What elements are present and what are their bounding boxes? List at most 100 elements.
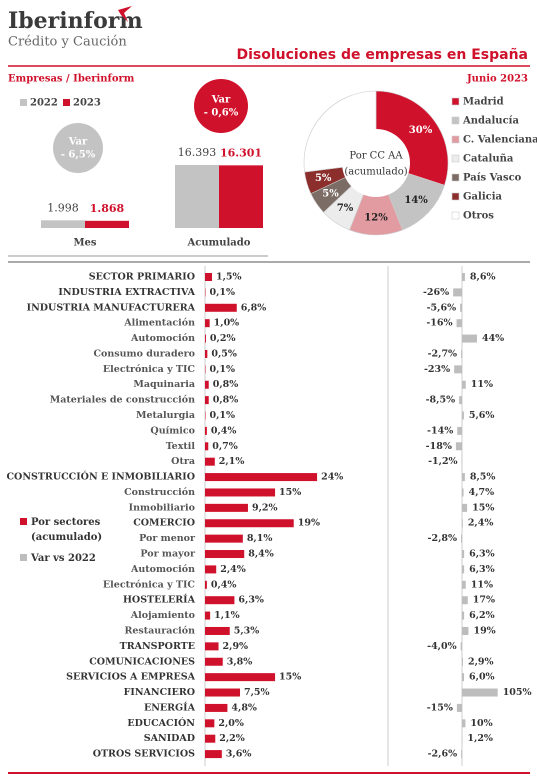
date: Junio 2023: [466, 74, 528, 85]
bar: [205, 457, 215, 466]
var-label: -5,6%: [427, 302, 457, 313]
category-label: Por menor: [139, 533, 196, 544]
var-bar: [456, 703, 462, 712]
var-bar: [462, 688, 498, 697]
bar: [205, 519, 294, 528]
bar: [205, 426, 207, 435]
var-label: 6,3%: [469, 549, 495, 560]
var-label: 11%: [471, 379, 493, 390]
value-label: 1,0%: [214, 318, 240, 329]
var-bar: [462, 488, 464, 497]
category-label: Otra: [171, 456, 195, 467]
source: Empresas / Iberinform: [8, 74, 135, 85]
bar: [205, 642, 219, 651]
value-label: 1,5%: [216, 272, 242, 283]
var-label: 5,6%: [469, 410, 495, 421]
value-label: 15%: [279, 487, 301, 498]
legend-label: Var vs 2022: [31, 553, 96, 564]
legend-label: Cataluña: [463, 154, 514, 165]
var-bar: [459, 396, 462, 405]
var-label: 11%: [471, 579, 493, 590]
var-bar: [460, 303, 462, 312]
bar: [205, 396, 209, 405]
var-label: 4,7%: [469, 487, 495, 498]
legend-swatch: [451, 97, 460, 106]
value-label: 8,1%: [247, 533, 273, 544]
var-bar: [457, 426, 462, 435]
value-label: 9,2%: [252, 502, 278, 513]
value-label: 0,4%: [211, 579, 237, 590]
category-label: Automoción: [130, 564, 195, 575]
bar: [205, 442, 209, 451]
bar: [205, 349, 208, 358]
category-label: Electrónica y TIC: [103, 364, 196, 375]
legend-label: Galicia: [463, 192, 503, 203]
var-label: -15%: [427, 702, 453, 713]
bar: [41, 220, 85, 228]
var-bar: [462, 503, 468, 512]
category-label: ENERGÍA: [144, 701, 196, 713]
var-label: -18%: [426, 441, 452, 452]
legend-swatch: [451, 154, 460, 163]
var-label: -2,7%: [428, 348, 458, 359]
value-label: 1,1%: [214, 610, 240, 621]
pie-label: 30%: [409, 125, 433, 136]
var-label: 10%: [470, 718, 492, 729]
var-label: 44%: [482, 333, 504, 344]
value-label: 2,1%: [219, 456, 245, 467]
var-label: 8,6%: [470, 272, 496, 283]
var-annotation: - 6,5%: [61, 150, 96, 161]
value-label: 7,5%: [244, 687, 270, 698]
bar: [205, 626, 230, 635]
legend-label: C. Valenciana: [463, 135, 537, 146]
var-label: 15%: [472, 502, 494, 513]
legend-label: 2023: [73, 98, 101, 109]
bar: [205, 534, 243, 543]
var-label: -1,2%: [428, 456, 458, 467]
x-tick-label: Mes: [73, 238, 96, 249]
value-label: 6,3%: [238, 595, 264, 606]
value-label: 0,5%: [211, 348, 237, 359]
value-label: 16.301: [220, 146, 262, 159]
value-label: 0,2%: [210, 333, 236, 344]
var-label: 1,2%: [467, 733, 493, 744]
bar: [205, 303, 237, 312]
value-label: 2,0%: [218, 718, 244, 729]
var-bar: [462, 626, 469, 635]
bar: [205, 580, 207, 589]
var-bar: [461, 750, 462, 759]
var-label: -2,6%: [428, 749, 458, 760]
legend-swatch: [451, 211, 460, 220]
bar: [219, 165, 263, 228]
category-label: Metalurgia: [136, 410, 195, 421]
var-bar: [462, 596, 468, 605]
category-label: INDUSTRIA MANUFACTURERA: [27, 302, 196, 313]
value-label: 0,7%: [212, 441, 238, 452]
legend-swatch: [451, 192, 460, 201]
category-label: OTROS SERVICIOS: [93, 749, 195, 760]
var-bar: [462, 273, 465, 281]
value-label: 16.393: [178, 146, 217, 159]
logo-mark: [118, 6, 132, 22]
bar: [205, 473, 318, 482]
value-label: 4,8%: [231, 702, 257, 713]
var-bar: [460, 642, 462, 651]
main-title: Disoluciones de empresas en España: [236, 47, 528, 63]
var-label: 6,0%: [469, 672, 495, 683]
var-label: -16%: [426, 318, 452, 329]
bar: [205, 550, 245, 559]
var-bar: [454, 365, 462, 374]
value-label: 1.868: [90, 202, 125, 215]
var-annotation: Var: [211, 95, 231, 106]
tagline: Crédito y Caución: [8, 35, 127, 50]
var-label: 2,9%: [468, 656, 494, 667]
value-label: 2,2%: [219, 733, 245, 744]
value-label: 1.998: [47, 201, 79, 214]
bar: [205, 565, 217, 574]
var-bar: [462, 673, 465, 682]
category-label: HOSTELERÍA: [123, 594, 196, 606]
var-label: -26%: [423, 287, 449, 298]
value-label: 0,1%: [209, 410, 235, 421]
